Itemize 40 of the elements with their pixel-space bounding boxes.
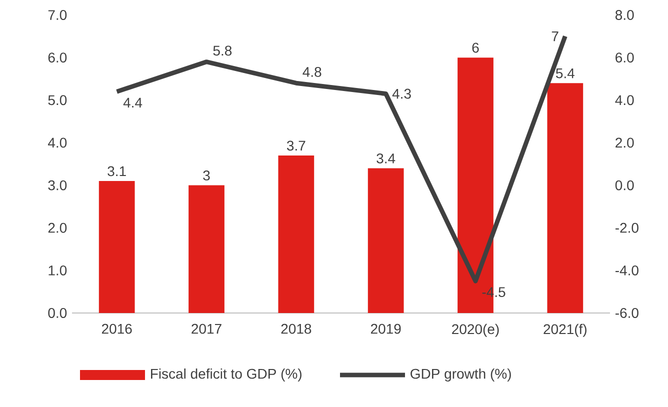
y2-tick-label: 0.0 (615, 180, 634, 190)
data-label: 7 (552, 31, 558, 42)
data-label: 4.4 (123, 98, 142, 108)
data-label: 4.8 (302, 66, 322, 77)
y-tick-label: 0.0 (48, 308, 67, 318)
data-label: 3.7 (286, 140, 306, 151)
x-tick-label: 2021(f) (544, 324, 586, 337)
data-label: 5.8 (213, 46, 232, 56)
y2-tick-label: 8.0 (615, 10, 634, 20)
y-tick-label: 2.0 (48, 222, 67, 233)
bar (98, 181, 135, 313)
y2-tick-label: -2.0 (615, 222, 638, 233)
bar (368, 168, 404, 313)
data-label: 3.1 (108, 166, 126, 176)
y-tick-label: 3.0 (48, 180, 67, 190)
data-label: 6 (472, 42, 479, 53)
bar (188, 185, 224, 313)
x-tick-label: 2019 (370, 324, 401, 334)
data-label: 5.4 (556, 68, 574, 78)
y-tick-label: 5.0 (48, 95, 67, 106)
y2-tick-label: -4.0 (615, 265, 638, 276)
data-label: 3.4 (376, 153, 396, 164)
bar (547, 83, 584, 313)
y-tick-label: 1.0 (48, 265, 67, 276)
y2-tick-label: 2.0 (616, 138, 634, 148)
x-tick-label: 2018 (281, 324, 312, 334)
x-tick-label: 2017 (192, 324, 222, 334)
legend-label: GDP growth (%) (410, 368, 511, 382)
y2-tick-label: 6.0 (616, 52, 634, 63)
y2-tick-label: -6.0 (615, 308, 638, 318)
x-tick-label: 2016 (102, 324, 132, 334)
x-tick-label: 2020(e) (452, 324, 499, 337)
y-tick-label: 7.0 (48, 10, 67, 20)
bar (278, 155, 314, 313)
y-tick-label: 6.0 (48, 52, 67, 63)
legend-label: Fiscal deficit to GDP (%) (151, 368, 302, 382)
y2-tick-label: 4.0 (615, 95, 634, 106)
data-label: 4.3 (392, 88, 411, 99)
y-tick-label: 4.0 (48, 138, 67, 148)
data-label: 3 (203, 170, 210, 180)
